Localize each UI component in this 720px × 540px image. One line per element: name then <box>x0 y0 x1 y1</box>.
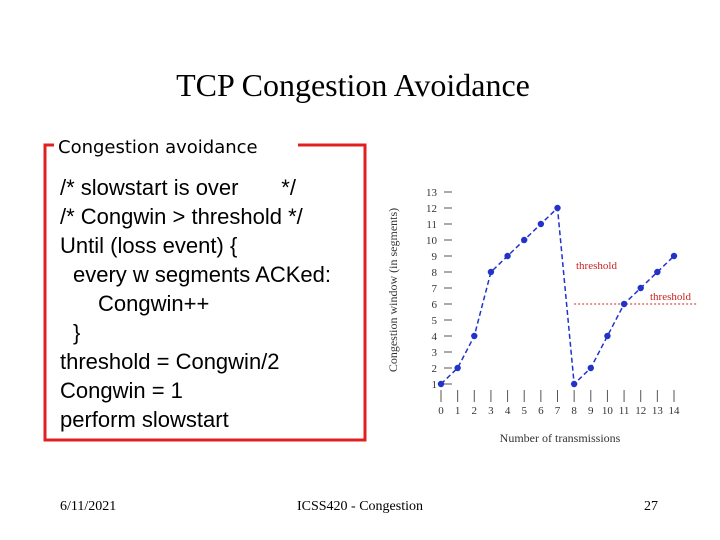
x-tick-label: 7 <box>555 405 561 417</box>
x-tick-label: 12 <box>635 405 646 417</box>
data-point <box>454 364 461 372</box>
footer-center: ICSS420 - Congestion <box>297 499 423 514</box>
x-tick-label: 4 <box>505 405 511 417</box>
data-point <box>620 300 628 308</box>
x-tick-label: 11 <box>619 405 630 417</box>
y-tick-label: 6 <box>432 299 438 311</box>
data-point <box>604 332 611 340</box>
x-tick-label: 5 <box>521 405 527 417</box>
x-tick-label: 14 <box>669 405 681 417</box>
x-tick-label: 1 <box>455 405 461 417</box>
code-line: threshold = Congwin/2 <box>60 349 280 374</box>
y-tick-label: 2 <box>432 363 438 375</box>
code-line: Congwin = 1 <box>60 378 183 403</box>
series-line <box>440 206 675 386</box>
x-tick-label: 13 <box>652 405 664 417</box>
y-tick-label: 11 <box>426 219 437 231</box>
code-line: perform slowstart <box>60 407 229 432</box>
y-tick-label: 5 <box>432 315 438 327</box>
footer-page: 27 <box>644 499 658 514</box>
data-point <box>437 380 445 388</box>
y-tick-label: 1 <box>432 379 438 391</box>
slide-title: TCP Congestion Avoidance <box>176 67 530 103</box>
y-tick-label: 8 <box>432 267 438 279</box>
x-axis-label: Number of transmissions <box>500 431 621 445</box>
data-point <box>537 220 545 228</box>
box-label-bg <box>54 130 298 160</box>
y-tick-label: 7 <box>432 283 438 295</box>
y-tick-label: 10 <box>426 235 438 247</box>
code-line: every w segments ACKed: <box>73 262 331 287</box>
x-tick-label: 10 <box>602 405 614 417</box>
annotation: threshold <box>576 260 617 272</box>
y-tick-label: 9 <box>432 251 438 263</box>
code-line: /* slowstart is over */ <box>60 175 297 200</box>
code-line: } <box>73 320 80 345</box>
code-line: Until (loss event) { <box>60 233 237 258</box>
box-label: Congestion avoidance <box>58 137 258 158</box>
x-tick-label: 2 <box>472 405 478 417</box>
data-point <box>521 236 528 244</box>
code-line: /* Congwin > threshold */ <box>60 204 304 229</box>
data-point <box>654 268 661 276</box>
data-point <box>471 332 478 340</box>
data-point <box>504 252 511 260</box>
data-point <box>487 268 495 276</box>
data-point <box>637 284 644 292</box>
y-tick-label: 4 <box>432 331 438 343</box>
y-tick-label: 13 <box>426 187 438 199</box>
x-tick-label: 3 <box>488 405 494 417</box>
annotation: threshold <box>650 291 691 303</box>
data-point <box>554 204 561 212</box>
x-tick-label: 8 <box>571 405 577 417</box>
data-point <box>570 380 578 388</box>
code-line: Congwin++ <box>98 291 209 316</box>
x-tick-label: 0 <box>438 405 444 417</box>
data-point <box>670 252 678 260</box>
data-point <box>587 364 594 372</box>
footer-date: 6/11/2021 <box>60 499 116 514</box>
y-tick-label: 12 <box>426 203 437 215</box>
x-tick-label: 6 <box>538 405 544 417</box>
y-tick-label: 3 <box>432 347 438 359</box>
y-axis-label: Congestion window (in segments) <box>386 208 400 372</box>
x-tick-label: 9 <box>588 405 594 417</box>
